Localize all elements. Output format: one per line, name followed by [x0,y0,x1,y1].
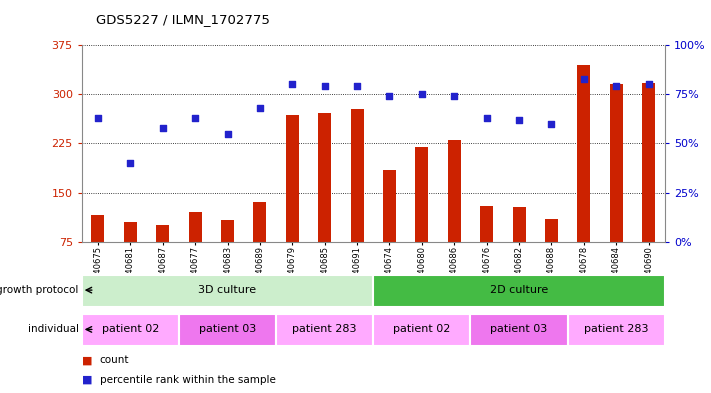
Text: percentile rank within the sample: percentile rank within the sample [100,375,275,385]
Point [643,81,654,88]
Point [578,75,589,82]
Text: patient 02: patient 02 [393,324,451,334]
Text: ■: ■ [82,356,92,365]
Bar [156,225,169,242]
Bar [351,109,363,242]
Point [287,81,298,88]
Point [319,83,331,90]
Bar [82,314,179,346]
Bar [471,314,567,346]
Point [416,91,427,97]
Bar [319,113,331,242]
Text: patient 03: patient 03 [491,324,547,334]
Point [92,115,104,121]
Point [157,125,169,131]
Text: patient 283: patient 283 [584,324,648,334]
Point [255,105,266,111]
Text: ■: ■ [82,375,92,385]
Text: patient 283: patient 283 [292,324,357,334]
Bar [188,212,202,242]
Bar [383,170,396,242]
Point [351,83,363,90]
Point [513,117,525,123]
Text: GDS5227 / ILMN_1702775: GDS5227 / ILMN_1702775 [96,13,270,26]
Bar [179,314,276,346]
Bar [373,314,471,346]
Bar [415,147,428,242]
Bar [567,314,665,346]
Point [546,121,557,127]
Text: 3D culture: 3D culture [198,285,257,295]
Bar [253,202,267,242]
Point [611,83,622,90]
Bar [480,206,493,242]
Point [222,130,233,137]
Text: growth protocol: growth protocol [0,285,78,295]
Bar [92,215,105,242]
Point [481,115,492,121]
Text: 2D culture: 2D culture [490,285,548,295]
Bar [577,65,590,242]
Text: patient 02: patient 02 [102,324,159,334]
Text: individual: individual [28,324,78,334]
Bar [513,207,525,242]
Bar [124,222,137,242]
Point [384,93,395,99]
Text: patient 03: patient 03 [199,324,256,334]
Bar [642,83,655,242]
Point [189,115,201,121]
Bar [276,314,373,346]
Bar [545,219,558,242]
Bar [373,275,665,307]
Text: count: count [100,356,129,365]
Bar [286,115,299,242]
Point [124,160,136,166]
Point [449,93,460,99]
Bar [221,220,234,242]
Bar [610,84,623,242]
Bar [448,140,461,242]
Bar [82,275,373,307]
